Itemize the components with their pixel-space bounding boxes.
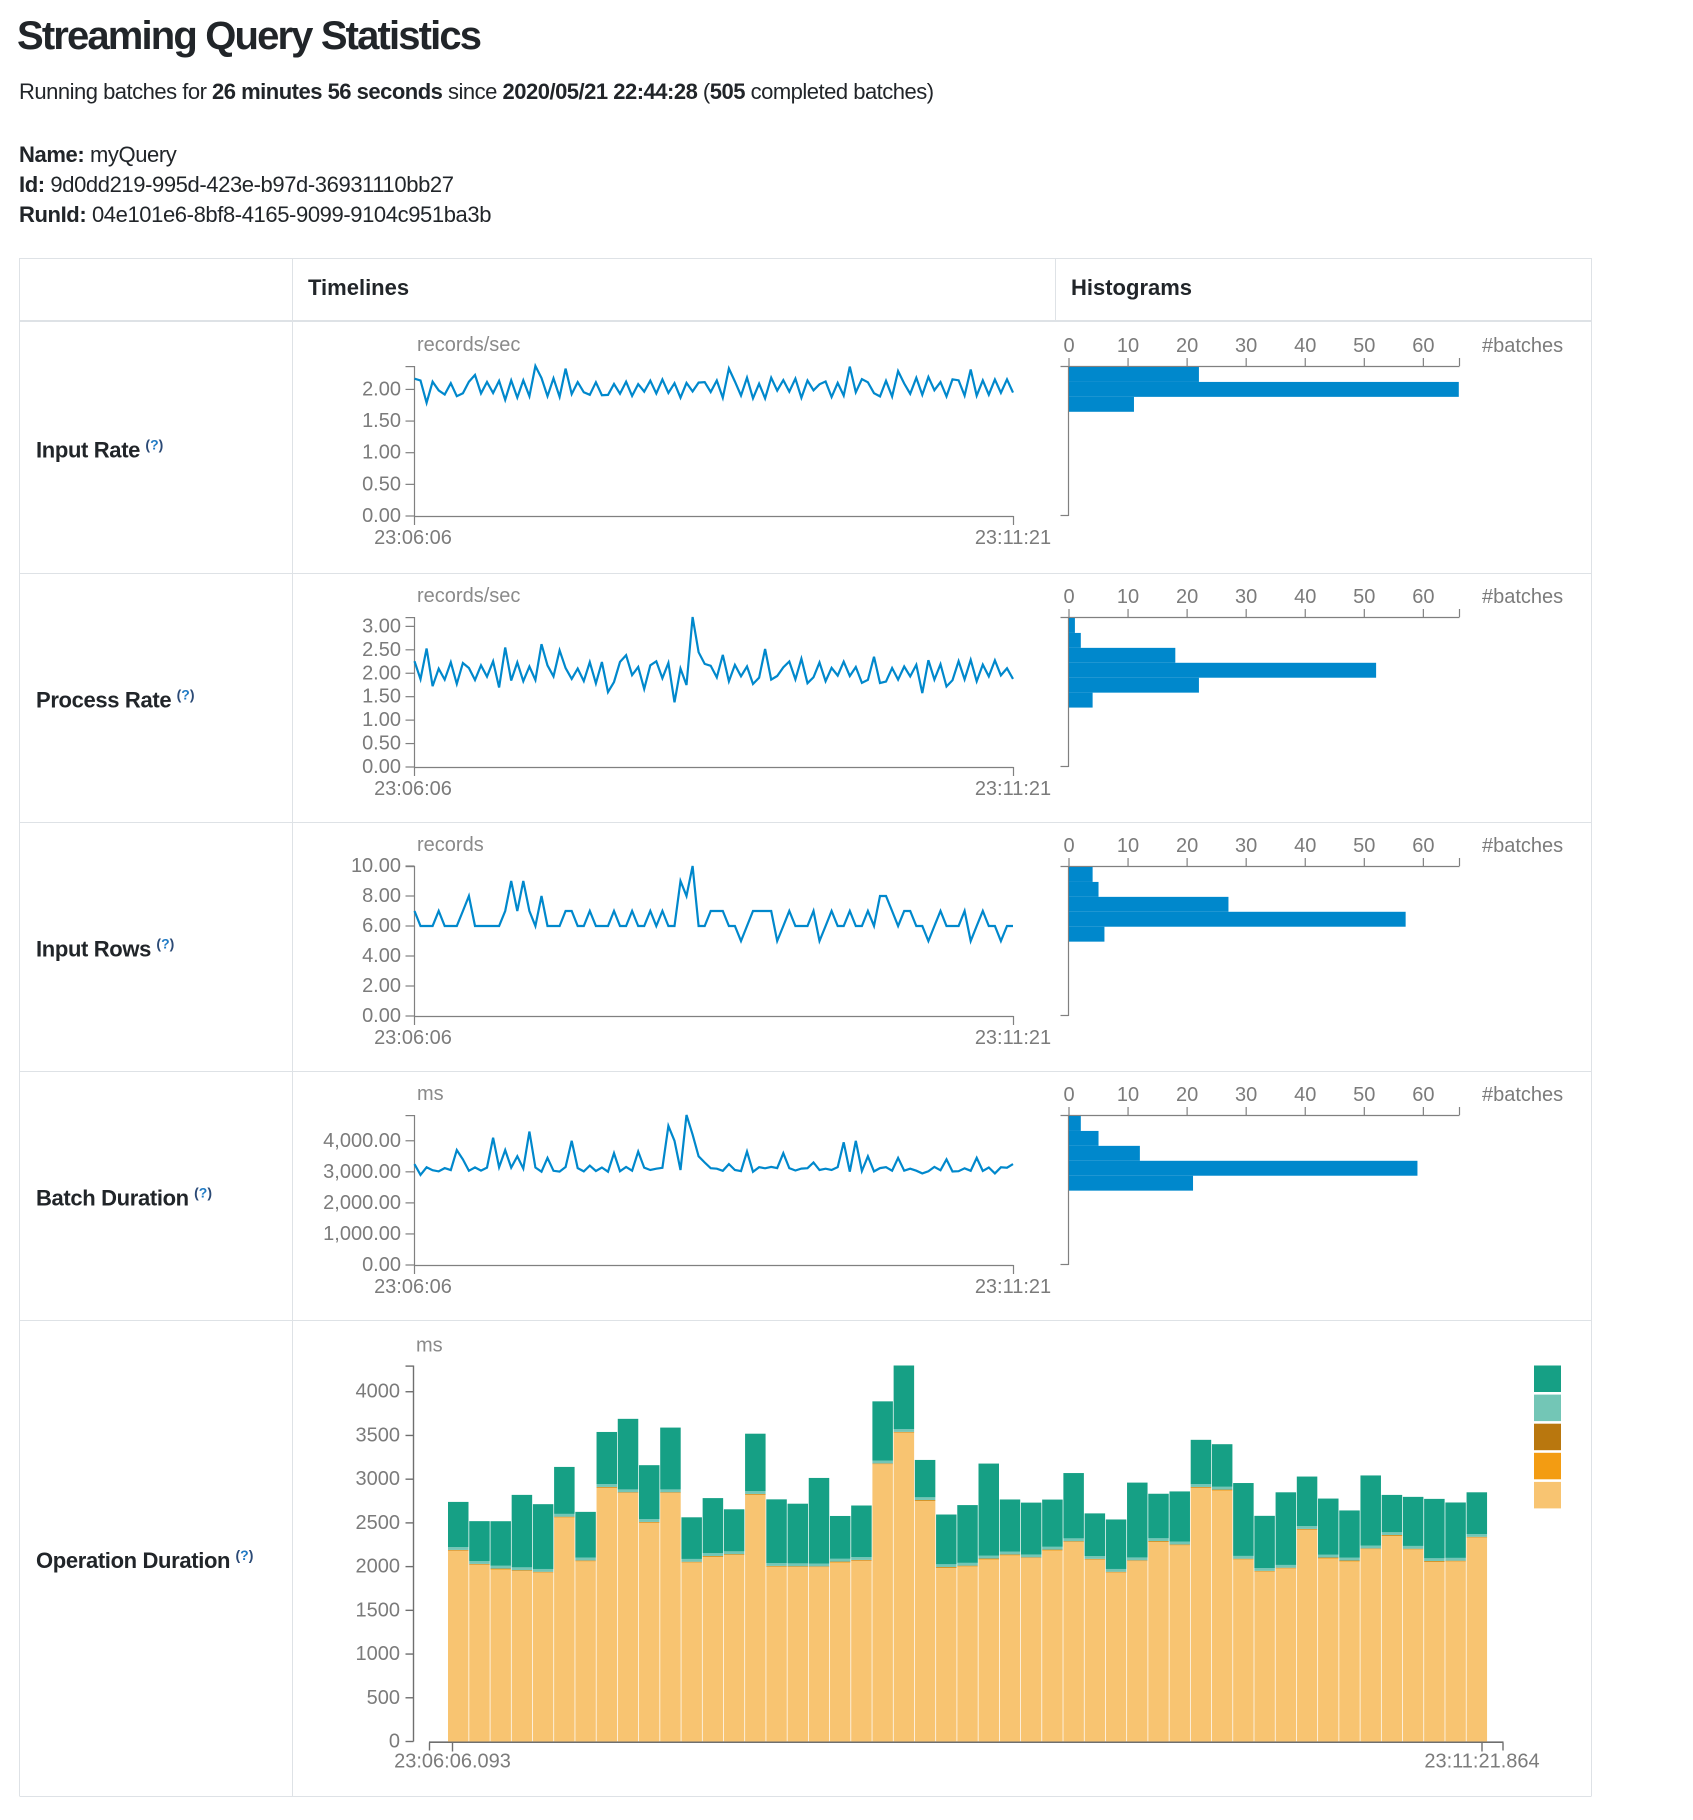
- svg-text:#batches: #batches: [1482, 335, 1563, 357]
- svg-text:40: 40: [1294, 835, 1316, 857]
- svg-text:10: 10: [1117, 1084, 1139, 1106]
- svg-text:500: 500: [367, 1687, 400, 1709]
- svg-text:0: 0: [1063, 335, 1074, 357]
- svg-text:10: 10: [1117, 335, 1139, 357]
- svg-text:0: 0: [389, 1731, 400, 1753]
- svg-text:4000: 4000: [356, 1381, 401, 1403]
- svg-text:1500: 1500: [356, 1599, 401, 1621]
- svg-text:23:11:21: 23:11:21: [975, 1027, 1051, 1049]
- svg-text:60: 60: [1412, 335, 1434, 357]
- svg-text:3000: 3000: [356, 1468, 401, 1490]
- svg-text:23:11:21: 23:11:21: [975, 778, 1051, 800]
- svg-text:20: 20: [1176, 835, 1198, 857]
- svg-text:10: 10: [1117, 835, 1139, 857]
- svg-text:(?): (?): [236, 1547, 254, 1563]
- svg-text:ms: ms: [417, 1083, 444, 1105]
- svg-text:50: 50: [1353, 335, 1375, 357]
- svg-text:ms: ms: [416, 1335, 443, 1357]
- svg-text:23:11:21: 23:11:21: [975, 527, 1051, 549]
- svg-text:0: 0: [1063, 835, 1074, 857]
- svg-text:20: 20: [1176, 335, 1198, 357]
- svg-text:Timelines: Timelines: [308, 275, 409, 300]
- svg-text:#batches: #batches: [1482, 586, 1563, 608]
- svg-text:6.00: 6.00: [362, 915, 401, 937]
- svg-text:Operation Duration: Operation Duration: [36, 1548, 230, 1573]
- svg-text:(?): (?): [145, 437, 163, 453]
- svg-text:Batch Duration: Batch Duration: [36, 1186, 189, 1211]
- svg-text:2.00: 2.00: [362, 975, 401, 997]
- svg-text:23:11:21: 23:11:21: [975, 1276, 1051, 1298]
- svg-text:#batches: #batches: [1482, 1084, 1563, 1106]
- svg-text:10: 10: [1117, 586, 1139, 608]
- svg-text:4.00: 4.00: [362, 945, 401, 967]
- svg-text:(?): (?): [156, 936, 174, 952]
- svg-text:23:11:21.864: 23:11:21.864: [1424, 1751, 1539, 1773]
- svg-text:60: 60: [1412, 586, 1434, 608]
- svg-text:0: 0: [1063, 1084, 1074, 1106]
- svg-text:#batches: #batches: [1482, 835, 1563, 857]
- svg-text:1.50: 1.50: [362, 686, 401, 708]
- svg-text:20: 20: [1176, 586, 1198, 608]
- svg-text:40: 40: [1294, 1084, 1316, 1106]
- svg-text:0: 0: [1063, 586, 1074, 608]
- svg-text:1.50: 1.50: [362, 410, 401, 432]
- svg-text:2.00: 2.00: [362, 662, 401, 684]
- svg-text:Input Rate: Input Rate: [36, 438, 140, 463]
- svg-text:0.00: 0.00: [362, 1254, 401, 1276]
- svg-text:23:06:06: 23:06:06: [374, 527, 452, 549]
- svg-text:0.00: 0.00: [362, 756, 401, 778]
- svg-text:0.50: 0.50: [362, 473, 401, 495]
- svg-text:3.00: 3.00: [362, 615, 401, 637]
- svg-text:30: 30: [1235, 335, 1257, 357]
- svg-text:2500: 2500: [356, 1512, 401, 1534]
- svg-text:2000: 2000: [356, 1556, 401, 1578]
- svg-text:0.00: 0.00: [362, 1005, 401, 1027]
- svg-text:40: 40: [1294, 586, 1316, 608]
- svg-text:records/sec: records/sec: [417, 585, 520, 607]
- svg-text:23:06:06: 23:06:06: [374, 1027, 452, 1049]
- svg-text:records: records: [417, 834, 484, 856]
- svg-text:23:06:06: 23:06:06: [374, 1276, 452, 1298]
- svg-text:3500: 3500: [356, 1424, 401, 1446]
- svg-text:0.00: 0.00: [362, 505, 401, 527]
- svg-text:20: 20: [1176, 1084, 1198, 1106]
- svg-text:60: 60: [1412, 1084, 1434, 1106]
- svg-text:Histograms: Histograms: [1071, 275, 1192, 300]
- svg-text:3,000.00: 3,000.00: [323, 1161, 401, 1183]
- svg-text:30: 30: [1235, 586, 1257, 608]
- svg-text:1.00: 1.00: [362, 709, 401, 731]
- svg-text:50: 50: [1353, 835, 1375, 857]
- svg-text:4,000.00: 4,000.00: [323, 1130, 401, 1152]
- svg-text:1,000.00: 1,000.00: [323, 1223, 401, 1245]
- svg-text:Input Rows: Input Rows: [36, 937, 151, 962]
- svg-text:1.00: 1.00: [362, 442, 401, 464]
- svg-text:2.00: 2.00: [362, 378, 401, 400]
- svg-text:2,000.00: 2,000.00: [323, 1192, 401, 1214]
- svg-text:50: 50: [1353, 1084, 1375, 1106]
- svg-text:Process Rate: Process Rate: [36, 688, 171, 713]
- svg-text:2.50: 2.50: [362, 639, 401, 661]
- svg-text:23:06:06.093: 23:06:06.093: [394, 1751, 511, 1773]
- svg-text:30: 30: [1235, 835, 1257, 857]
- svg-text:60: 60: [1412, 835, 1434, 857]
- svg-text:40: 40: [1294, 335, 1316, 357]
- svg-text:10.00: 10.00: [351, 855, 401, 877]
- svg-text:(?): (?): [177, 687, 195, 703]
- svg-text:(?): (?): [194, 1185, 212, 1201]
- svg-text:records/sec: records/sec: [417, 334, 520, 356]
- svg-text:1000: 1000: [356, 1643, 401, 1665]
- svg-text:50: 50: [1353, 586, 1375, 608]
- svg-text:0.50: 0.50: [362, 733, 401, 755]
- svg-text:23:06:06: 23:06:06: [374, 778, 452, 800]
- svg-text:30: 30: [1235, 1084, 1257, 1106]
- svg-text:8.00: 8.00: [362, 885, 401, 907]
